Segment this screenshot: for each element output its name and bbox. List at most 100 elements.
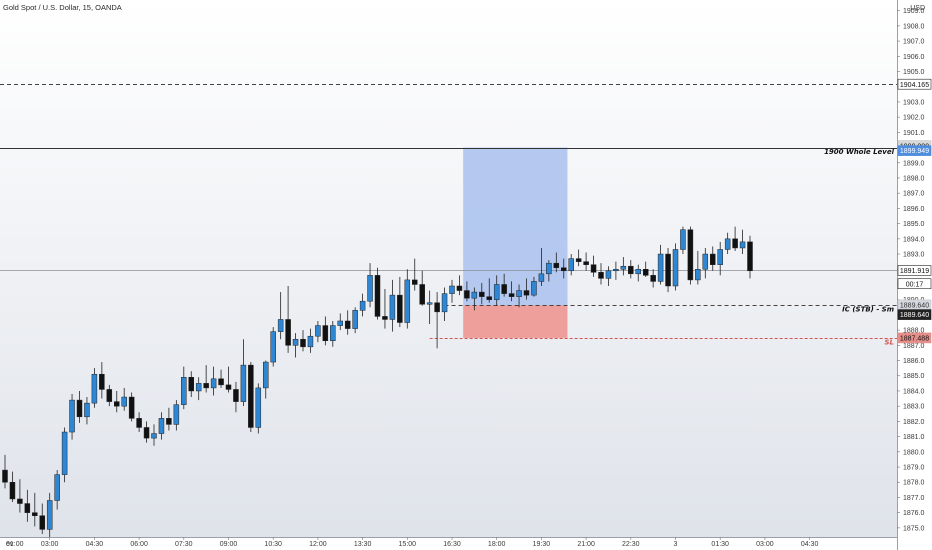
candle: [61, 427, 68, 483]
candles: [2, 226, 753, 537]
candle-body-up: [121, 396, 127, 407]
1904-level-badge-text: 1904.165: [900, 82, 929, 89]
candle: [367, 263, 373, 308]
time-tick-label: 04:30: [801, 541, 819, 548]
candle: [516, 284, 522, 308]
candle: [657, 244, 664, 285]
target-zone[interactable]: [463, 147, 568, 306]
price-tick-label: 1878.0: [903, 480, 925, 487]
candle: [717, 241, 723, 276]
candle: [270, 327, 276, 367]
candle: [672, 243, 679, 291]
candle-body-up: [389, 294, 396, 320]
candle: [99, 362, 105, 399]
candle: [620, 257, 627, 276]
candle: [382, 289, 388, 329]
candle-body-up: [538, 273, 545, 282]
candle-body-up: [54, 474, 60, 501]
candle: [441, 287, 448, 321]
time-tick-label: 16:30: [443, 541, 461, 548]
time-tick-label: 10:30: [264, 541, 282, 548]
candle: [642, 261, 649, 277]
candle-body-up: [449, 285, 455, 294]
position-zones[interactable]: [463, 147, 568, 338]
price-tick-label: 1893.0: [903, 252, 925, 259]
candle-body-down: [523, 290, 530, 296]
candle-body-up: [307, 335, 314, 348]
candle: [531, 276, 537, 297]
candle-body-down: [486, 296, 492, 300]
candle-body-up: [292, 338, 299, 346]
candle: [650, 269, 656, 288]
candle-body-down: [136, 418, 142, 428]
candle-body-up: [315, 325, 321, 337]
candle: [695, 251, 701, 285]
candle-body-up: [620, 265, 627, 270]
stop-loss-badge: 1887.488: [897, 332, 932, 344]
candle-body-up: [404, 279, 411, 323]
candle: [456, 275, 463, 296]
price-tick-label: 1895.0: [903, 221, 925, 228]
candle: [635, 264, 641, 282]
price-tick-label: 1902.0: [903, 115, 925, 122]
candle-body-down: [419, 284, 425, 305]
candle: [181, 366, 187, 410]
candle: [724, 232, 731, 255]
candle-body-down: [397, 294, 403, 323]
candle: [493, 275, 500, 306]
price-tick-label: 1907.0: [903, 39, 925, 46]
candle: [613, 261, 619, 280]
candle-body-down: [9, 481, 16, 500]
candle: [158, 412, 165, 440]
candle: [263, 360, 269, 399]
candle: [449, 279, 455, 303]
entry-badge-light: 1889.640: [897, 299, 932, 311]
target-badge-text: 1899.949: [900, 148, 929, 155]
candle-body-up: [426, 302, 433, 305]
1900-whole-level-label: 1900 Whole Level: [824, 148, 895, 156]
candle-body-up: [352, 310, 358, 329]
candle-body-up: [240, 364, 247, 402]
candle-body-up: [605, 270, 612, 279]
time-tick-label: 13:30: [354, 541, 372, 548]
candle: [344, 310, 351, 335]
candle-body-up: [695, 269, 701, 281]
candle-body-up: [195, 383, 202, 392]
stop-zone[interactable]: [463, 305, 568, 338]
candle: [151, 424, 157, 446]
candle-body-down: [76, 399, 83, 418]
price-tick-label: 1908.0: [903, 23, 925, 30]
candle-body-down: [553, 262, 560, 268]
candle: [166, 407, 172, 431]
current-price-badge-text: 1891.919: [900, 268, 929, 275]
level-labels: 1900 Whole Level IC (STB) - Sm SL: [824, 148, 895, 346]
candle-body-down: [628, 265, 634, 275]
candle-body-up: [359, 300, 366, 311]
candle: [561, 258, 567, 279]
candle-body-up: [270, 331, 276, 363]
candle: [479, 282, 485, 305]
candle-body-down: [106, 389, 113, 402]
candle: [218, 369, 224, 388]
entry-level-badge-text: 1889.640: [900, 312, 929, 319]
price-tick-label: 1886.0: [903, 358, 925, 365]
candle: [434, 292, 440, 349]
candle: [397, 276, 403, 328]
candle: [114, 390, 120, 413]
candle: [464, 281, 470, 302]
candle: [121, 387, 127, 411]
candle-body-up: [337, 320, 343, 326]
candle: [91, 368, 98, 408]
currency-label: USD: [910, 5, 925, 12]
candle: [128, 392, 135, 422]
candle-body-up: [151, 433, 157, 439]
stop-loss-badge-bg: [897, 332, 932, 344]
candle: [628, 260, 634, 279]
candle-body-up: [61, 431, 68, 475]
candle-body-down: [32, 512, 38, 516]
candle-body-down: [590, 264, 597, 273]
candle-body-up: [568, 258, 574, 272]
price-tick-label: 1881.0: [903, 434, 925, 441]
